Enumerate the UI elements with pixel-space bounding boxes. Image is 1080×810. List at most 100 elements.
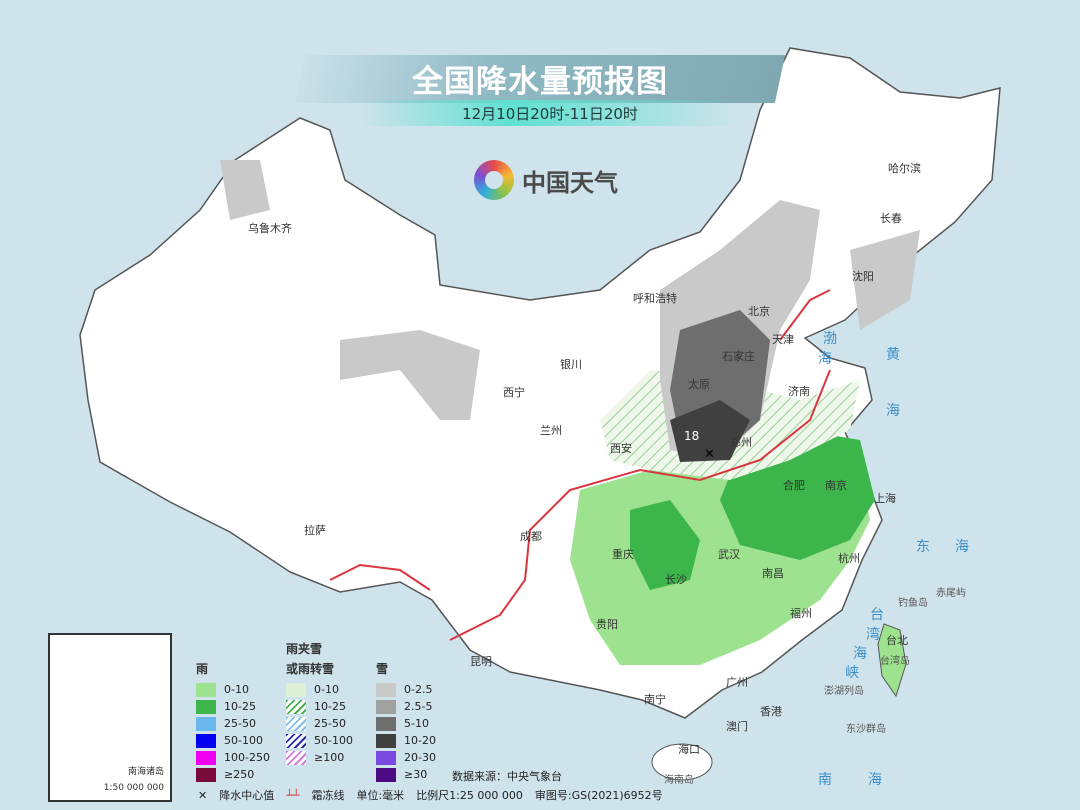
legend-swatch [196,683,216,697]
hainan-island [651,743,713,781]
sea-label: 海 [868,772,882,788]
sea-label: 台 [870,607,884,623]
legend-swatch [376,768,396,782]
legend-mixed-title-1: 雨夹雪 [286,642,323,656]
precip-center-marker: 18 ✕ [684,429,715,462]
legend-label: ≥250 [224,768,255,781]
legend-item-mixed: 10-25 [286,699,346,715]
sea-label: 峡 [845,665,859,681]
legend-item-rain: 25-50 [196,716,256,732]
footer-frost-label: 霜冻线 [311,789,345,802]
city-label: 西宁 [503,386,525,399]
city-label: 上海 [874,492,896,505]
island-label: 海南岛 [664,775,694,786]
legend-label: 25-50 [314,717,346,730]
legend-item-snow: 20-30 [376,750,436,766]
city-label: 香港 [760,705,782,718]
legend-label: 0-10 [224,683,249,696]
frost-line-icon: ┴┴ [286,789,300,802]
brand: 中国天气 [474,160,618,200]
legend-swatch [376,734,396,748]
city-label: 济南 [788,385,810,398]
legend-label: 10-25 [314,700,346,713]
legend-swatch [286,683,306,697]
snow-heavy-zone [670,400,750,462]
precip-center-icon: ✕ [704,447,715,462]
legend-swatch [196,734,216,748]
legend-item-snow: ≥30 [376,767,427,783]
legend-label: ≥100 [314,751,345,764]
sea-label: 海 [818,351,832,367]
city-label: 拉萨 [304,524,326,537]
city-label: 北京 [748,305,770,318]
south-china-sea-inset: 南海诸岛 1:50 000 000 [48,633,172,802]
map-title: 全国降水量预报图 [412,64,668,100]
legend-item-rain: 50-100 [196,733,263,749]
legend-snow-title: 雪 [376,662,389,676]
legend-swatch [196,700,216,714]
legend-item-snow: 5-10 [376,716,429,732]
rain-moderate-zone [630,430,875,590]
taiwan-island [877,623,907,698]
legend-swatch [376,700,396,714]
legend-item-snow: 2.5-5 [376,699,432,715]
city-label: 兰州 [540,424,562,437]
city-label: 石家庄 [722,350,755,363]
island-label: 澎湖列岛 [824,686,864,697]
city-label: 杭州 [838,552,860,565]
footer-approval: 审图号:GS(2021)6952号 [534,789,663,802]
legend-rain-title: 雨 [196,662,209,676]
city-label: 呼和浩特 [633,292,677,305]
legend-label: 25-50 [224,717,256,730]
legend-label: 50-100 [314,734,353,747]
footer-unit: 单位:毫米 [356,789,405,802]
island-label: 钓鱼岛 [898,598,928,609]
legend-label: 5-10 [404,717,429,730]
island-label: 东沙群岛 [846,724,886,735]
legend-mixed-title-2: 或雨转雪 [286,662,335,676]
city-label: 南京 [825,479,847,492]
legend-swatch [286,700,306,714]
city-label: 重庆 [612,548,634,561]
sea-label: 海 [853,646,867,662]
map-subtitle: 12月10日20时-11日20时 [462,105,638,123]
legend-swatch [196,751,216,765]
legend-item-mixed: 0-10 [286,682,339,698]
precip-center-value: 18 [684,429,699,443]
sea-label: 渤 [823,331,837,347]
legend-swatch [286,751,306,765]
footer-scale: 比例尺1:25 000 000 [416,789,523,802]
city-label: 台北 [886,634,908,647]
city-label: 乌鲁木齐 [248,222,292,235]
city-label: 澳门 [726,720,748,733]
china-landmass [79,47,1001,719]
island-label: 台湾岛 [880,656,910,667]
legend-item-snow: 0-2.5 [376,682,432,698]
precip-center-legend-icon: ✕ [198,789,208,802]
city-label: 南宁 [644,693,666,706]
legend-item-rain: 0-10 [196,682,249,698]
data-source: 数据来源：中央气象台 [452,770,562,783]
legend-item-mixed: 25-50 [286,716,346,732]
city-label: 福州 [790,607,812,620]
inset-scale: 1:50 000 000 [103,783,164,793]
island-label: 赤尾屿 [936,588,966,599]
legend-label: 2.5-5 [404,700,433,713]
legend-item-mixed: ≥100 [286,750,344,766]
city-label: 长沙 [665,573,687,586]
city-label: 海口 [678,743,700,756]
sea-label: 湾 [866,627,880,643]
legend-swatch [376,751,396,765]
city-label: 沈阳 [852,270,874,283]
city-label: 成都 [520,530,542,543]
brand-name: 中国天气 [522,168,618,197]
legend-label: 0-2.5 [404,683,433,696]
sea-label: 东 [916,539,930,555]
legend-item-mixed: 50-100 [286,733,353,749]
city-label: 合肥 [783,479,805,492]
legend-swatch [376,683,396,697]
city-label: 南昌 [762,567,784,580]
frost-line [449,369,831,641]
legend-item-snow: 10-20 [376,733,436,749]
